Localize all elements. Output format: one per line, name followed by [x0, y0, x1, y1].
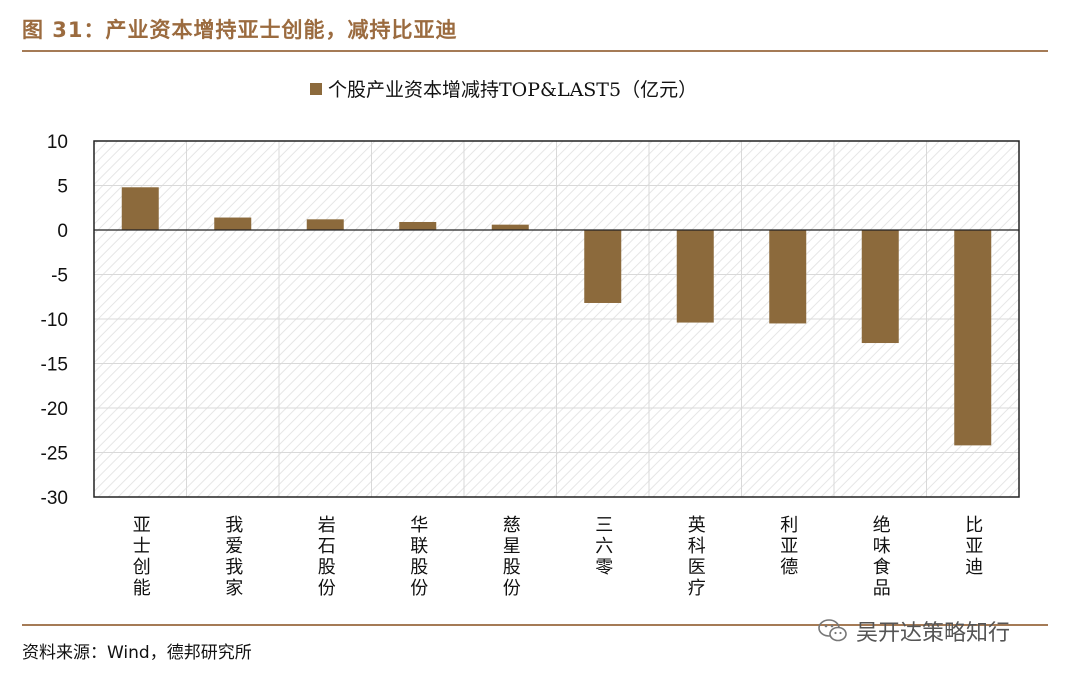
- x-category-label: 华联股份: [407, 515, 428, 599]
- x-category-label: 利亚德: [777, 515, 798, 578]
- y-tick-label: -5: [51, 266, 68, 287]
- bar: [306, 219, 344, 230]
- x-category-label: 亚士创能: [130, 515, 151, 599]
- bars: [121, 187, 992, 446]
- y-axis-ticks: 10 5 0 -5 -10 -15 -20 -25 -30: [41, 132, 68, 509]
- title-rule: [22, 50, 1048, 52]
- x-category-label: 岩石股份: [315, 515, 336, 599]
- footer-rule: [22, 624, 1048, 626]
- bar: [584, 230, 622, 303]
- bar-chart: 个股产业资本增减持TOP&LAST5（亿元） 10 5 0 -5 -10 -15 -20 -2…: [41, 79, 1020, 599]
- y-tick-label: -30: [41, 488, 68, 509]
- wechat-icon: [818, 619, 847, 642]
- source-note: 资料来源：Wind，德邦研究所: [22, 643, 252, 663]
- y-tick-label: -20: [41, 399, 68, 420]
- legend-label: 个股产业资本增减持TOP&LAST5（亿元）: [328, 79, 697, 101]
- bar: [399, 221, 437, 230]
- bar: [491, 224, 529, 230]
- y-tick-label: -15: [41, 355, 68, 376]
- y-tick-label: 10: [47, 132, 68, 153]
- x-category-label: 英科医疗: [685, 515, 706, 599]
- y-tick-label: -10: [41, 310, 68, 331]
- y-tick-label: 0: [57, 221, 68, 242]
- plot-border: [93, 140, 1020, 498]
- category-labels: 亚士创能 我爱我家 岩石股份 华联股份 慈星股份 三六零 英科医疗 利亚德 绝味食品 比亚迪: [130, 515, 984, 599]
- y-tick-label: -25: [41, 444, 68, 465]
- bar: [769, 230, 807, 324]
- x-category-label: 比亚迪: [962, 515, 983, 578]
- x-category-label: 三六零: [592, 515, 613, 578]
- legend: 个股产业资本增减持TOP&LAST5（亿元）: [310, 79, 697, 101]
- x-category-label: 慈星股份: [500, 515, 521, 599]
- bar: [861, 230, 899, 344]
- bar: [676, 230, 714, 323]
- y-tick-label: 5: [57, 177, 68, 198]
- bar: [214, 217, 252, 230]
- x-category-label: 绝味食品: [870, 515, 891, 599]
- x-category-label: 我爱我家: [222, 515, 243, 599]
- watermark: 吴开达策略知行: [818, 616, 1010, 646]
- bar: [121, 187, 159, 230]
- watermark-text: 吴开达策略知行: [856, 621, 1011, 646]
- bar: [954, 230, 992, 446]
- legend-swatch: [310, 83, 322, 95]
- figure-title: 图 31：产业资本增持亚士创能，减持比亚迪: [22, 18, 458, 42]
